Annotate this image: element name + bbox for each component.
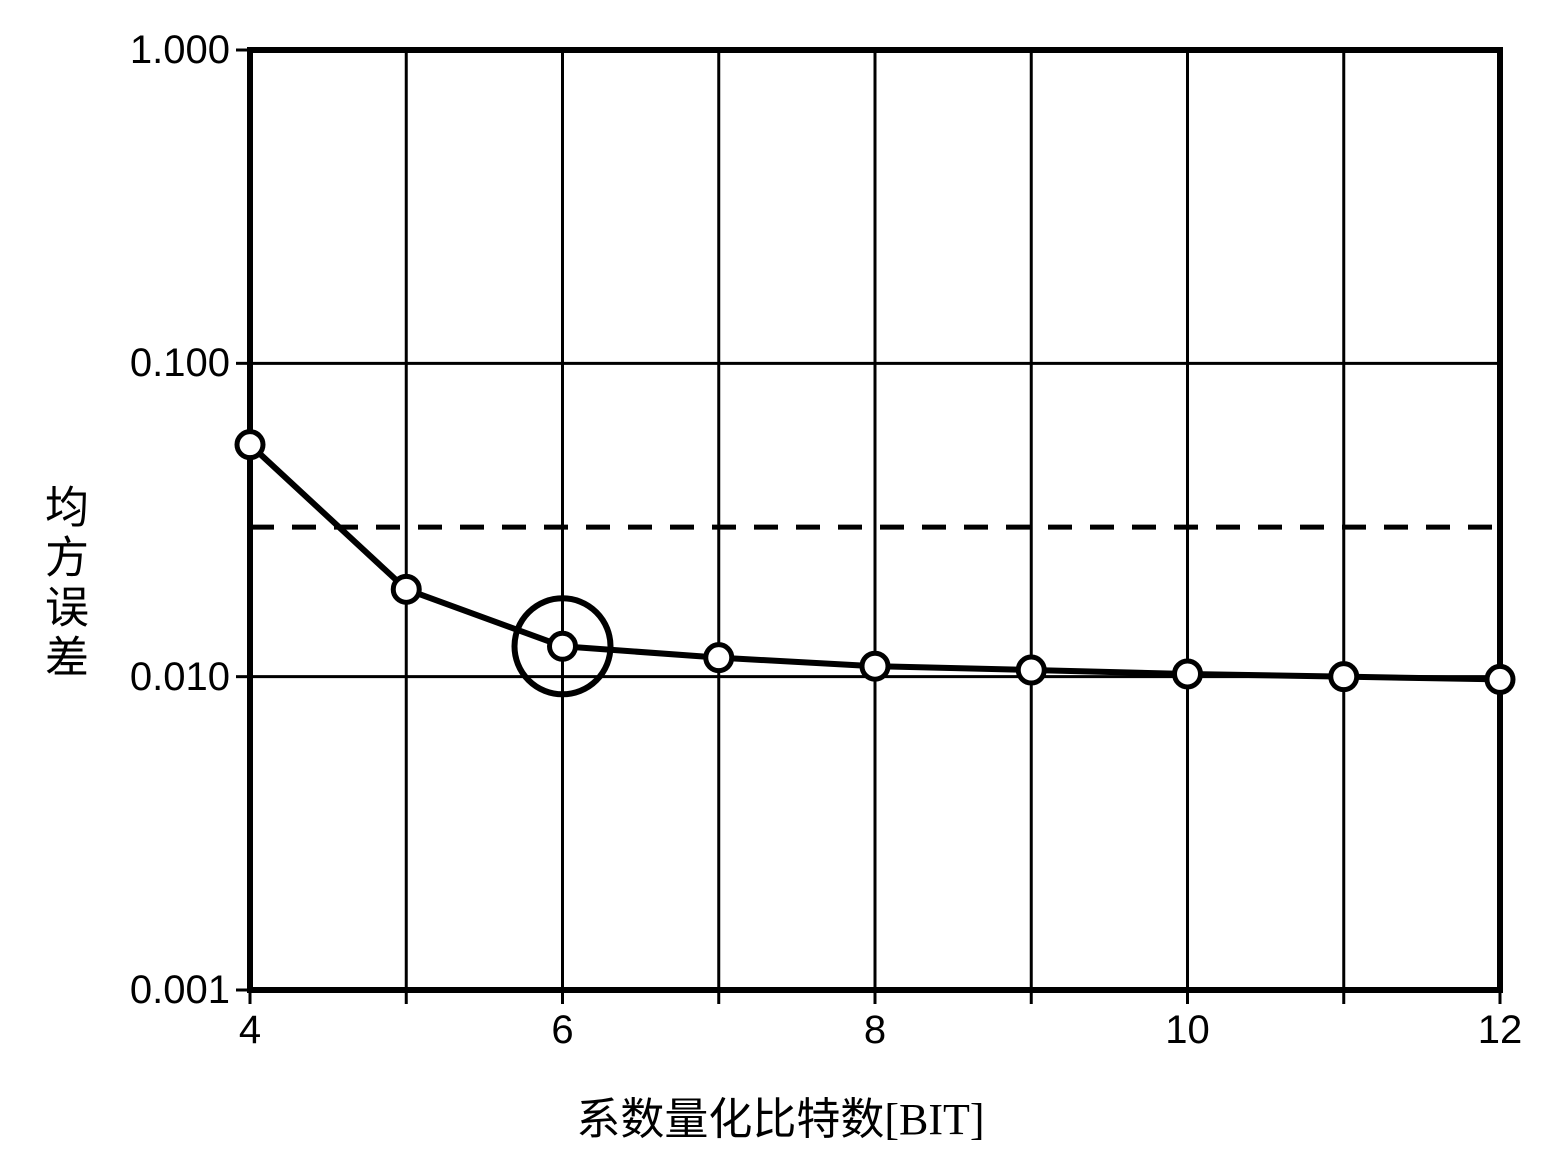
y-tick-label: 1.000 [90, 28, 230, 73]
x-tick-label: 8 [835, 1008, 915, 1053]
x-tick-label: 6 [523, 1008, 603, 1053]
chart-container: 均方误差 系数量化比特数[BIT] 46810120.0010.0100.100… [0, 0, 1561, 1167]
x-tick-label: 10 [1148, 1008, 1228, 1053]
x-tick-label: 4 [210, 1008, 290, 1053]
y-tick-label: 0.100 [90, 341, 230, 386]
x-tick-label: 12 [1460, 1008, 1540, 1053]
y-tick-label: 0.010 [90, 655, 230, 700]
chart-svg [0, 0, 1561, 1167]
y-tick-label: 0.001 [90, 968, 230, 1013]
